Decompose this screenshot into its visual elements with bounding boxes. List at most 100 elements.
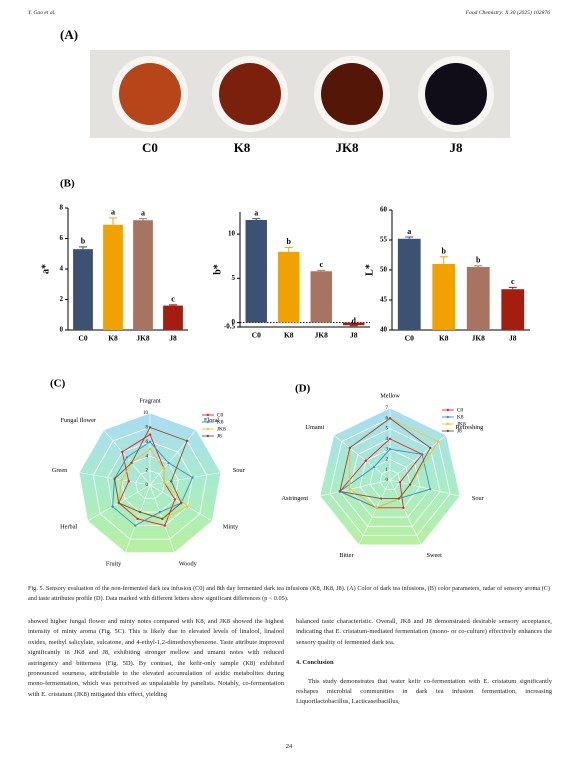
tick-label: 5 <box>386 427 389 432</box>
axis-label: Bitter <box>339 552 354 559</box>
series-point <box>338 490 342 493</box>
bar <box>278 251 300 323</box>
paragraph: This study demonstrates that water kefir… <box>296 677 552 706</box>
significance-letter: a <box>141 209 145 218</box>
series-point <box>163 524 166 527</box>
grid-ring <box>107 441 193 526</box>
photo <box>90 50 510 138</box>
y-tick-label: 50 <box>380 266 388 274</box>
series-point <box>162 481 166 484</box>
y-tick-label: 10 <box>228 230 236 238</box>
running-author: Y. Gao et al. <box>28 10 56 16</box>
series-point <box>388 447 392 451</box>
y-tick-label: -0.5 <box>224 323 236 331</box>
x-tick-label: C0 <box>405 334 414 343</box>
tick-label: 2 <box>146 469 149 474</box>
spoke <box>149 429 197 486</box>
legend-label: JK8 <box>217 426 226 432</box>
series-point <box>136 517 139 521</box>
series-point <box>364 459 368 462</box>
axis-label: Minty <box>223 523 239 530</box>
tick-label: 0 <box>146 483 149 488</box>
series-outline <box>339 438 423 509</box>
bar <box>245 219 267 323</box>
x-tick-label: J8 <box>350 331 358 340</box>
grid-ring <box>319 407 461 546</box>
series-point <box>388 437 392 441</box>
paragraph: showed higher fungal flower and minty no… <box>28 618 284 698</box>
bar <box>432 264 456 330</box>
axis-label: Green <box>52 467 68 474</box>
series-point <box>148 426 152 429</box>
series-point <box>372 465 376 469</box>
series-point <box>185 439 189 443</box>
series-point <box>167 461 170 465</box>
bar <box>73 249 93 330</box>
x-tick-label: JK8 <box>315 331 329 340</box>
panel-label: (A) <box>60 27 78 42</box>
y-axis-label: L* <box>364 264 375 276</box>
tick-label: 7 <box>386 406 389 411</box>
x-tick-label: JK8 <box>136 334 150 343</box>
series-point <box>179 501 183 505</box>
y-tick-label: 0 <box>232 318 236 326</box>
legend-label: J8 <box>457 428 462 434</box>
grid-ring <box>78 412 222 554</box>
tick-label: 10 <box>143 411 149 416</box>
series-point <box>170 480 173 483</box>
spoke <box>358 479 391 545</box>
axis-label: Astringent <box>282 495 309 502</box>
x-tick-label: C0 <box>252 331 261 340</box>
text-column: balanced taste characteristic. Overall, … <box>296 617 552 708</box>
legend-label: JK8 <box>457 421 466 427</box>
page-number: 24 <box>285 743 293 750</box>
panel-label: (B) <box>60 178 75 190</box>
series-point <box>186 505 189 508</box>
significance-letter: a <box>111 208 115 217</box>
photo-label: C0 <box>142 140 158 155</box>
tick-label: 0 <box>386 478 389 483</box>
running-journal: Food Chemistry: X 30 (2025) 102876 <box>465 10 550 16</box>
photo-label: K8 <box>234 140 251 155</box>
x-tick-label: C0 <box>78 334 87 343</box>
y-tick-label: 5 <box>232 274 236 282</box>
axis-label: Woody <box>179 560 198 567</box>
significance-letter: b <box>81 237 86 246</box>
axis-label: Floral <box>204 417 219 424</box>
series-point <box>397 497 401 500</box>
y-tick-label: 55 <box>380 236 388 244</box>
series-point <box>125 456 129 459</box>
legend-marker <box>446 422 450 426</box>
legend-marker <box>446 408 450 412</box>
y-tick-label: 2 <box>60 295 64 303</box>
series-point <box>428 487 432 491</box>
spoke <box>319 479 391 497</box>
spoke <box>389 479 422 545</box>
series-point <box>379 497 383 500</box>
significance-letter: b <box>442 247 447 256</box>
tick-label: 1 <box>386 468 389 473</box>
y-axis-label: a* <box>40 264 51 274</box>
infusion <box>219 63 281 125</box>
photo-label: J8 <box>450 140 464 155</box>
x-tick-label: K8 <box>284 331 294 340</box>
series-outline <box>349 417 439 509</box>
axis-label: Refreshing <box>456 424 484 431</box>
series-point <box>375 506 378 510</box>
legend-label: K8 <box>457 414 464 420</box>
panel-label: (C) <box>50 378 66 390</box>
infusion <box>425 63 487 125</box>
series-point <box>121 450 124 454</box>
legend-marker <box>206 420 210 424</box>
series-point <box>148 440 152 443</box>
series-point <box>398 481 402 484</box>
spoke <box>333 434 391 481</box>
significance-letter: d <box>352 317 357 326</box>
legend-label: C0 <box>217 412 224 418</box>
series-point <box>348 446 351 450</box>
series-point <box>420 453 424 456</box>
spoke <box>149 472 221 486</box>
figure-caption: Fig. 5. Sensory evaluation of the non-fe… <box>28 585 550 602</box>
section-heading: 4. Conclusion <box>296 659 334 667</box>
